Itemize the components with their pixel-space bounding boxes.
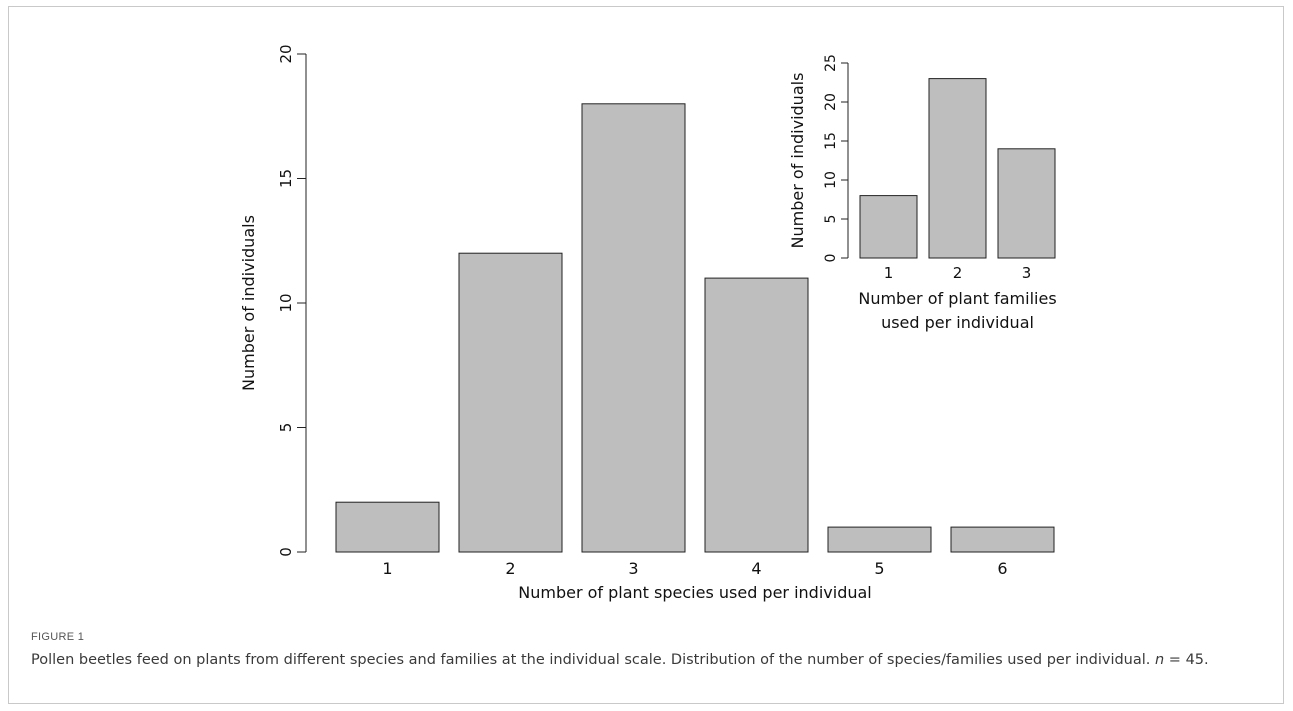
inset-y-tick-label: 0 [823,254,839,263]
inset-x-tick-label: 2 [953,264,963,282]
inset-y-tick-label: 5 [823,215,839,224]
inset-x-tick-label: 1 [884,264,894,282]
figure-frame: 0 5 10 15 20 1 2 3 4 5 6 Number of individuals Numbe… [8,6,1284,704]
inset-y-tick-label: 25 [823,54,839,72]
figure-caption: Pollen beetles feed on plants from diffe… [31,650,1271,671]
main-x-tick-label: 1 [382,559,392,578]
main-y-tick-label: 15 [277,169,295,188]
main-bar [950,526,1055,553]
main-y-tick-label: 5 [277,423,295,433]
inset-y-tick-label: 15 [823,132,839,150]
inset-y-tick-label: 10 [823,171,839,189]
main-y-axis-label: Number of individuals [239,215,258,391]
inset-x-axis-label: Number of plant families [858,289,1056,308]
inset-x-tick-label: 3 [1022,264,1032,282]
main-x-tick-label: 4 [751,559,761,578]
figure-label: FIGURE 1 [31,631,85,643]
inset-bar [997,148,1056,259]
inset-x-axis-label: used per individual [881,313,1034,332]
caption-n-value: = 45. [1164,652,1209,668]
main-x-axis-label: Number of plant species used per individ… [518,583,872,602]
caption-text: Pollen beetles feed on plants from diffe… [31,652,1155,668]
inset-bar [928,78,987,259]
main-y-tick-label: 20 [277,44,295,63]
main-y-tick-label: 10 [277,293,295,312]
inset-y-axis-label: Number of individuals [788,73,807,249]
main-x-tick-label: 6 [997,559,1007,578]
caption-n-symbol: n [1155,652,1165,668]
main-x-tick-label: 3 [628,559,638,578]
main-x-tick-label: 5 [874,559,884,578]
inset-y-tick-label: 20 [823,93,839,111]
main-bar [827,526,932,553]
figure-caption-block: FIGURE 1 Pollen beetles feed on plants f… [31,631,1271,671]
main-x-tick-label: 2 [505,559,515,578]
main-bar [581,103,686,553]
main-bar [335,501,440,553]
inset-bar [859,195,918,259]
main-bar [704,277,809,553]
main-bar [458,252,563,553]
main-y-tick-label: 0 [277,547,295,557]
